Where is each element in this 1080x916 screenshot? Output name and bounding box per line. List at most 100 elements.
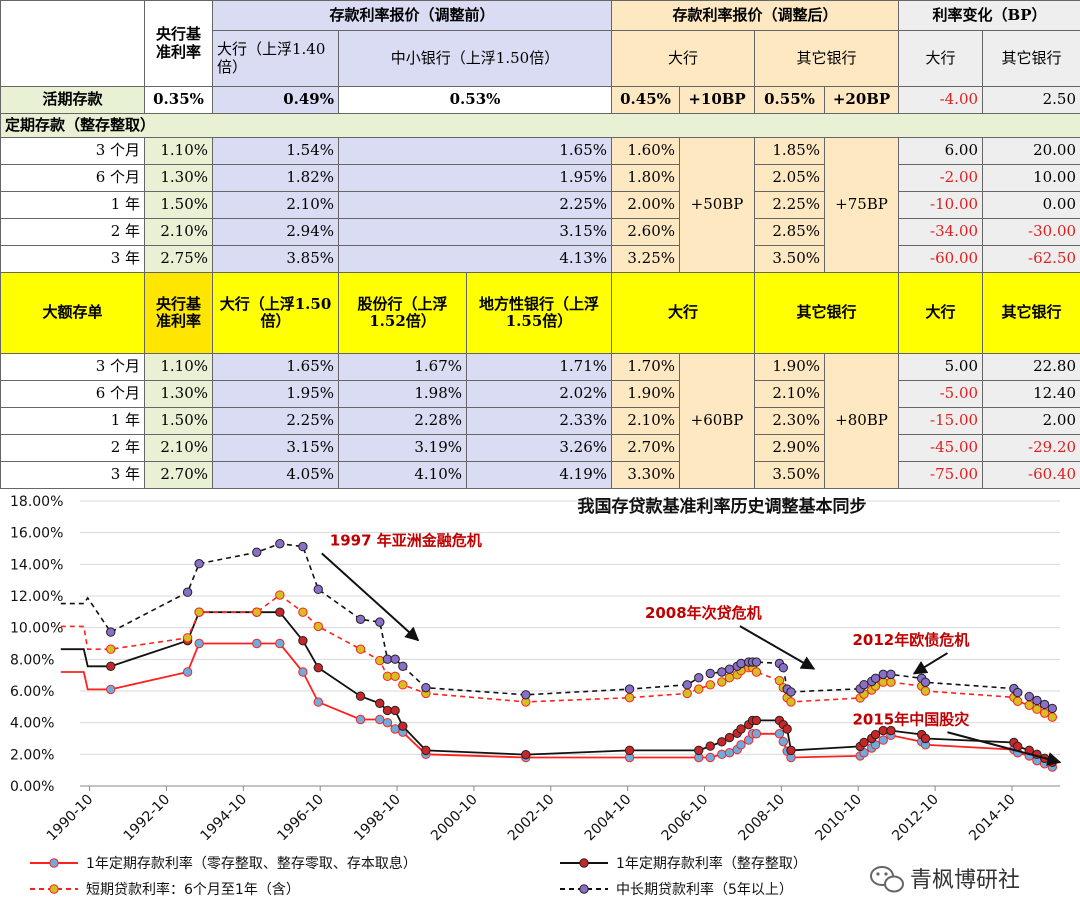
data-point xyxy=(878,669,888,680)
cd-chg-other: 2.00 xyxy=(982,407,1080,435)
data-point xyxy=(421,682,431,693)
annotations: 1997 年亚洲金融危机 2008年次贷危机 2012年欧债危机 2015年中国股灾 xyxy=(321,531,1062,766)
cd-chg-big: -45.00 xyxy=(898,434,984,462)
data-point xyxy=(782,724,792,734)
fixed-chg-big: -2.00 xyxy=(898,164,984,192)
table-row: 1 年 1.50% 2.10% 2.25% 2.00% 2.25% -10.00… xyxy=(0,191,1080,219)
cd-term: 3 年 xyxy=(0,461,145,489)
cd-post-other: 2.90% xyxy=(754,434,826,462)
demand-pre-big: 0.49% xyxy=(212,86,339,114)
data-point xyxy=(382,654,393,664)
data-point xyxy=(705,680,715,690)
data-point xyxy=(298,607,308,617)
fixed-term: 3 年 xyxy=(0,245,145,273)
legend-marker xyxy=(579,884,589,894)
data-point xyxy=(717,677,727,687)
fixed-chg-big: -60.00 xyxy=(898,245,984,273)
data-point xyxy=(106,684,116,695)
fixed-central: 1.10% xyxy=(144,137,213,165)
data-point xyxy=(382,717,393,728)
cd-local: 2.33% xyxy=(465,407,613,435)
data-point xyxy=(390,654,400,664)
data-point xyxy=(878,735,888,745)
fixed-chg-big: -10.00 xyxy=(898,191,984,219)
data-point xyxy=(252,638,262,649)
chart-background xyxy=(0,489,1080,916)
fixed-big-adj: +50BP xyxy=(679,137,756,273)
data-point xyxy=(275,590,285,600)
watermark-text: 青枫博研社 xyxy=(910,868,1020,893)
cd-chg-big: -75.00 xyxy=(898,461,984,489)
data-point xyxy=(705,752,715,763)
table-row: 3 年 2.75% 3.85% 4.13% 3.25% 3.50% -60.00… xyxy=(0,245,1080,273)
fixed-chg-other: 20.00 xyxy=(982,137,1080,165)
header-chg-big: 大行 xyxy=(898,30,984,87)
y-tick-label: 4.00% xyxy=(10,716,54,732)
data-point xyxy=(624,745,635,756)
cd-local: 2.02% xyxy=(465,380,613,408)
y-tick-label: 0.00% xyxy=(10,779,54,795)
fixed-pre-small: 2.25% xyxy=(337,191,613,219)
fixed-post-other: 1.85% xyxy=(754,137,826,165)
demand-chg-big: -4.00 xyxy=(898,86,984,114)
watermark: 青枫博研社 xyxy=(870,866,1020,893)
fixed-central: 1.50% xyxy=(144,191,213,219)
cd-post-big: 2.10% xyxy=(611,407,681,435)
cd-joint: 1.98% xyxy=(338,380,467,408)
data-point xyxy=(870,729,881,740)
data-point xyxy=(736,658,746,669)
data-point xyxy=(106,661,116,672)
cd-chg-other: 12.40 xyxy=(982,380,1080,408)
data-point xyxy=(1047,712,1058,722)
demand-label: 活期存款 xyxy=(0,86,145,114)
legend-marker xyxy=(579,858,589,868)
fixed-central: 2.10% xyxy=(144,218,213,246)
cd-term: 3 个月 xyxy=(0,353,145,381)
data-point xyxy=(705,668,715,679)
cd-big: 1.95% xyxy=(212,380,339,408)
header-post-group: 存款利率报价（调整后） xyxy=(611,0,900,31)
data-point xyxy=(521,690,531,700)
corner-cell xyxy=(0,0,145,87)
demand-central: 0.35% xyxy=(144,86,213,114)
data-point xyxy=(920,677,931,687)
data-point xyxy=(705,741,715,751)
header-post-big: 大行 xyxy=(611,30,756,87)
y-tick-label: 12.00% xyxy=(10,589,63,605)
data-point xyxy=(298,667,308,677)
fixed-pre-big: 2.10% xyxy=(212,191,339,219)
y-tick-label: 16.00% xyxy=(10,526,63,542)
legend-label: 1年定期存款利率（零存整取、整存零取、存本取息） xyxy=(86,855,417,872)
data-point xyxy=(298,541,308,552)
data-point xyxy=(774,675,785,686)
table-row: 1 年 1.50% 2.25% 2.28% 2.33% 2.10% 2.30% … xyxy=(0,407,1080,435)
fixed-pre-small: 4.13% xyxy=(337,245,613,273)
wechat-icon xyxy=(870,866,904,893)
header-central: 央行基准利率 xyxy=(144,0,213,87)
data-point xyxy=(398,661,408,672)
data-point xyxy=(751,657,762,667)
cd-post-big: 2.70% xyxy=(611,434,681,462)
data-point xyxy=(786,687,796,697)
data-point xyxy=(421,745,431,756)
cd-chg-other: -29.20 xyxy=(982,434,1080,462)
fixed-post-big: 3.25% xyxy=(611,245,681,273)
y-axis: 0.00% 2.00% 4.00% 6.00% 8.00% 10.00% 12.00% 14.… xyxy=(10,494,63,795)
data-point xyxy=(1013,696,1023,706)
demand-chg-other: 2.50 xyxy=(982,86,1080,114)
data-point xyxy=(786,745,796,756)
data-point xyxy=(682,680,692,690)
data-point xyxy=(751,729,762,739)
cd-header-local: 地方性银行（上浮1.55倍） xyxy=(465,272,613,354)
header-post-other: 其它银行 xyxy=(754,30,900,87)
data-point xyxy=(355,714,366,725)
legend-marker xyxy=(49,884,59,894)
fixed-chg-other: 0.00 xyxy=(982,191,1080,219)
data-point xyxy=(275,539,285,549)
fixed-central: 2.75% xyxy=(144,245,213,273)
data-point xyxy=(182,633,193,643)
cd-big: 1.65% xyxy=(212,353,339,381)
annotation-arrow xyxy=(321,552,420,642)
data-point xyxy=(375,617,385,627)
data-point xyxy=(694,684,704,694)
